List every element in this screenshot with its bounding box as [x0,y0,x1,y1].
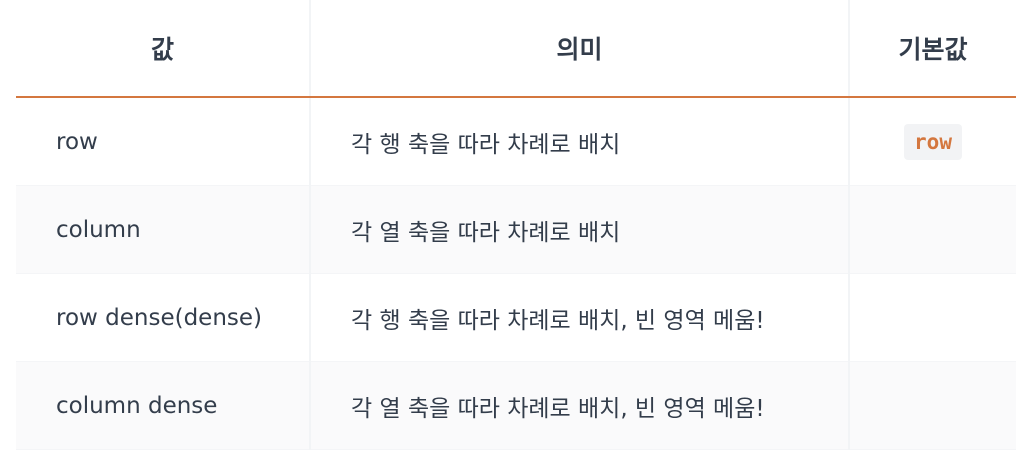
cell-default [849,185,1016,274]
grid-auto-flow-table: 값 의미 기본값 row 각 행 축을 따라 차례로 배치 row column… [16,0,1016,450]
cell-meaning: 각 열 축을 따라 차례로 배치 [310,185,850,274]
header-meaning: 의미 [310,0,850,98]
cell-default [849,361,1016,450]
cell-value: row dense(dense) [16,273,311,362]
cell-meaning: 각 행 축을 따라 차례로 배치, 빈 영역 메움! [310,273,850,362]
table-header-row: 값 의미 기본값 [16,0,1016,98]
values-table: 값 의미 기본값 row 각 행 축을 따라 차례로 배치 row column… [16,0,1016,450]
cell-default [849,273,1016,362]
table-row: row 각 행 축을 따라 차례로 배치 row [16,97,1016,186]
table-row: row dense(dense) 각 행 축을 따라 차례로 배치, 빈 영역 … [16,273,1016,362]
cell-default: row [849,97,1016,186]
header-value: 값 [16,0,311,98]
cell-value: column dense [16,361,311,450]
header-default: 기본값 [849,0,1016,98]
default-code-badge: row [904,123,962,160]
cell-value: row [16,97,311,186]
cell-value: column [16,185,311,274]
table-row: column 각 열 축을 따라 차례로 배치 [16,185,1016,274]
cell-meaning: 각 열 축을 따라 차례로 배치, 빈 영역 메움! [310,361,850,450]
table-row: column dense 각 열 축을 따라 차례로 배치, 빈 영역 메움! [16,361,1016,450]
cell-meaning: 각 행 축을 따라 차례로 배치 [310,97,850,186]
